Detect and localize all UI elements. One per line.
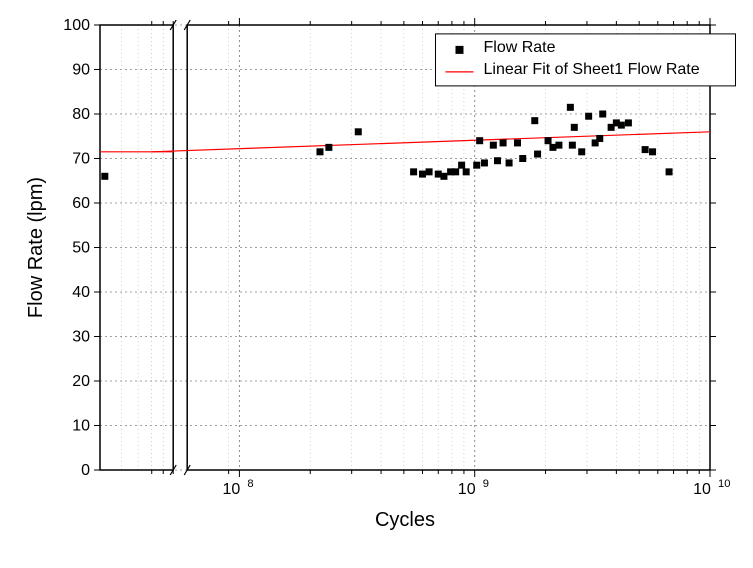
svg-text:Cycles: Cycles — [375, 509, 435, 531]
svg-text:80: 80 — [72, 106, 90, 123]
svg-text:30: 30 — [72, 329, 90, 346]
svg-text:10: 10 — [72, 418, 90, 435]
svg-text:100: 100 — [63, 17, 90, 34]
svg-text:Flow Rate (lpm): Flow Rate (lpm) — [25, 177, 47, 318]
svg-text:40: 40 — [72, 284, 90, 301]
svg-text:20: 20 — [72, 373, 90, 390]
svg-text:10: 10 — [458, 481, 476, 498]
legend-label-points: Flow Rate — [484, 39, 556, 56]
svg-text:90: 90 — [72, 62, 90, 79]
svg-text:50: 50 — [72, 240, 90, 257]
chart-container: 0 10 20 30 40 50 60 70 80 90 100 10 8 10 9 10 10 Cycles Fl… — [0, 0, 753, 568]
flow-rate-chart: 0 10 20 30 40 50 60 70 80 90 100 10 8 10 9 10 10 Cycles Fl… — [0, 0, 753, 568]
svg-text:10: 10 — [223, 481, 241, 498]
svg-text:9: 9 — [483, 478, 489, 490]
svg-text:8: 8 — [247, 478, 253, 490]
svg-text:60: 60 — [72, 195, 90, 212]
legend-label-fit: Linear Fit of Sheet1 Flow Rate — [484, 61, 700, 78]
svg-text:10: 10 — [693, 481, 711, 498]
svg-text:10: 10 — [718, 478, 730, 490]
svg-text:70: 70 — [72, 151, 90, 168]
svg-text:0: 0 — [81, 462, 90, 479]
